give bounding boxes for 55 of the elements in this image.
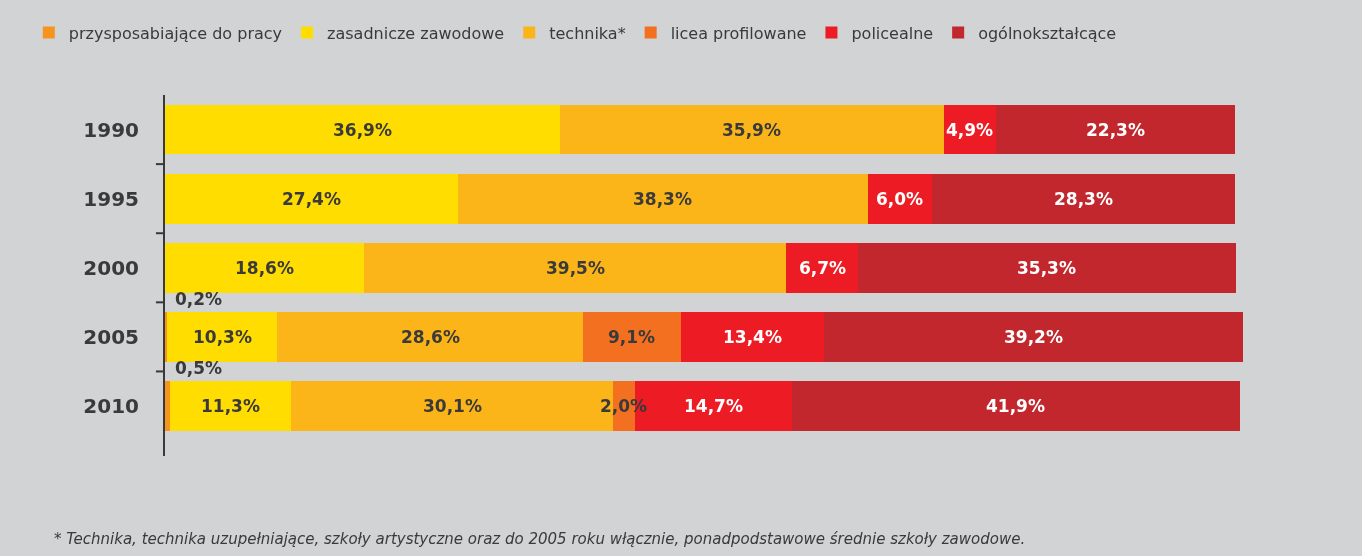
bar	[458, 173, 868, 224]
data-label: 30,1%	[423, 396, 482, 416]
data-label: 39,2%	[1004, 327, 1063, 347]
bar	[559, 104, 944, 155]
data-label: 22,3%	[1086, 120, 1145, 140]
bar	[363, 242, 787, 293]
data-label: 13,4%	[723, 327, 782, 347]
bar	[823, 312, 1244, 362]
y-tick-label: 1995	[83, 186, 139, 211]
bar	[996, 104, 1235, 155]
data-label: 41,9%	[986, 396, 1045, 416]
data-label: 0,5%	[175, 358, 223, 378]
bar	[858, 242, 1236, 293]
data-label: 6,0%	[876, 189, 924, 209]
bar	[165, 312, 168, 362]
data-label: 18,6%	[235, 258, 294, 278]
y-tick-label: 1990	[83, 117, 139, 142]
legend-label: licea profilowane	[670, 23, 807, 43]
data-label: 38,3%	[633, 189, 692, 209]
data-label: 39,5%	[546, 258, 605, 278]
data-label: 9,1%	[608, 327, 656, 347]
y-tick-label: 2005	[83, 324, 139, 349]
data-label: 28,3%	[1054, 189, 1113, 209]
data-label: 11,3%	[201, 396, 260, 416]
bar	[277, 312, 584, 362]
legend-label: policealne	[851, 23, 934, 43]
legend-label: technika*	[549, 23, 626, 43]
bar	[165, 173, 459, 224]
bar	[786, 242, 859, 293]
legend-label: ogólnokształcące	[978, 23, 1117, 43]
data-label: 36,9%	[333, 120, 392, 140]
y-tick-label: 2000	[83, 255, 139, 280]
bar	[680, 312, 824, 362]
data-label: 2,0%	[600, 396, 648, 416]
y-tick-label: 2010	[83, 394, 139, 418]
data-label: 4,9%	[946, 120, 994, 140]
legend-label: zasadnicze zawodowe	[327, 23, 505, 43]
bar	[791, 381, 1241, 431]
data-label: 35,9%	[722, 120, 781, 140]
bar	[165, 104, 560, 155]
bar	[583, 312, 681, 362]
data-label: 6,7%	[799, 258, 847, 278]
legend-label: przysposabiające do pracy	[68, 23, 283, 43]
bar	[165, 381, 171, 431]
data-label: 35,3%	[1017, 258, 1076, 278]
text: * Technika, technika uzupełniające, szkoły artystyczne oraz do 2005 roku włącznie, ponadpodstawowe średnie szkoły zawodowe.	[54, 530, 1026, 548]
bar	[170, 381, 292, 431]
bar	[931, 173, 1235, 224]
data-label: 28,6%	[401, 327, 460, 347]
data-label: 10,3%	[193, 327, 252, 347]
data-label: 27,4%	[282, 189, 341, 209]
bar	[165, 242, 364, 293]
bar	[167, 312, 278, 362]
data-label: 14,7%	[684, 396, 743, 416]
data-label: 0,2%	[175, 289, 223, 309]
